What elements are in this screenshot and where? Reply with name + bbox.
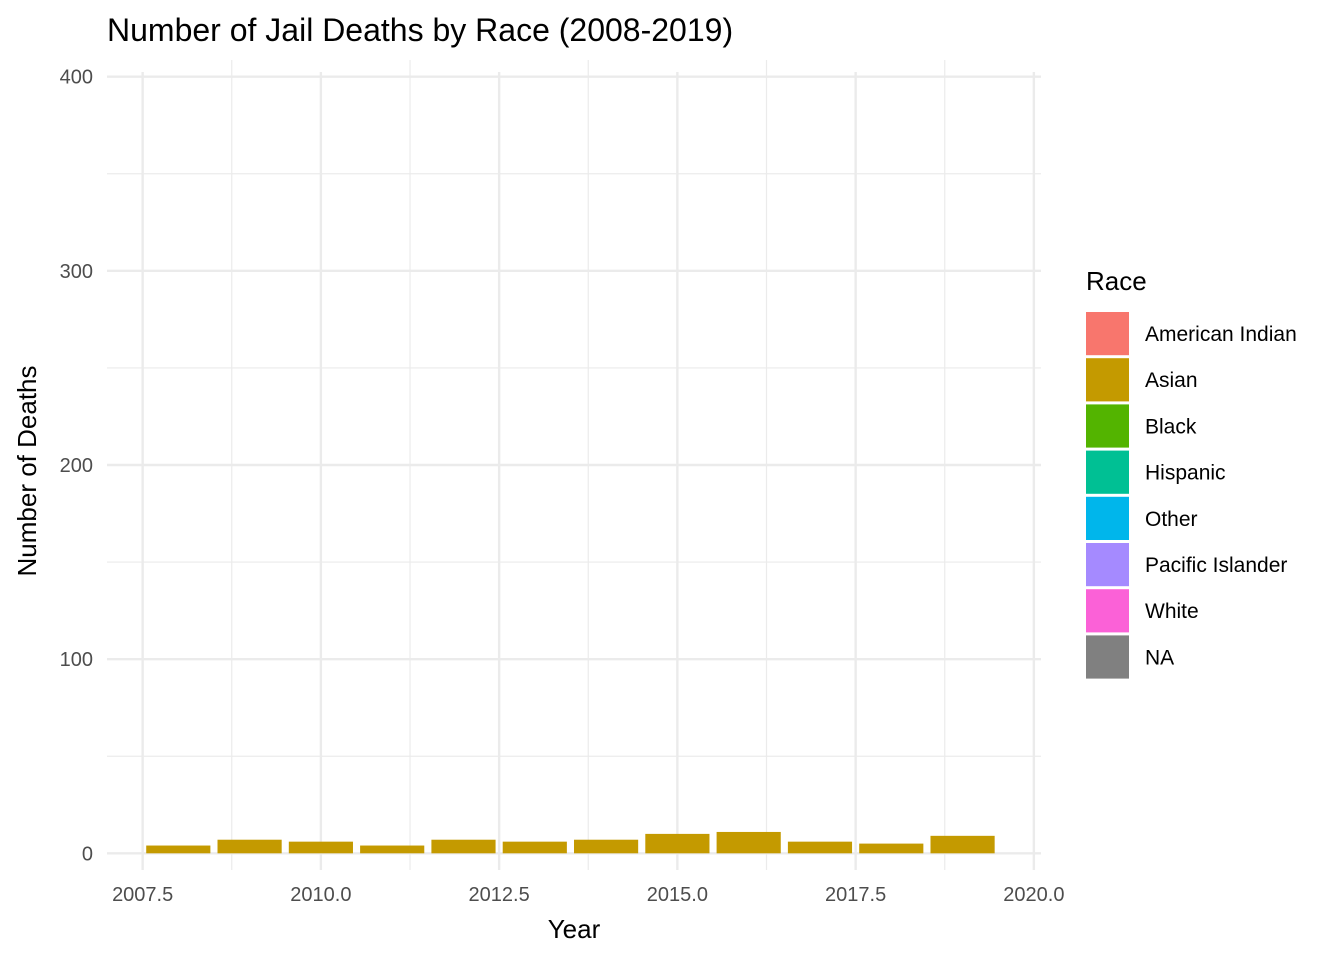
y-tick-label: 100 — [60, 649, 93, 671]
legend-label: Pacific Islander — [1145, 554, 1287, 577]
bar-asian — [146, 845, 211, 854]
legend-key — [1086, 589, 1129, 633]
legend-label: White — [1145, 600, 1199, 623]
legend-label: Hispanic — [1145, 462, 1226, 485]
x-tick-label: 2007.5 — [112, 884, 173, 906]
bar-asian — [930, 835, 995, 854]
bar-asian — [431, 839, 496, 854]
bar-asian — [574, 839, 639, 854]
bar-asian — [859, 843, 924, 854]
legend-label: Other — [1145, 508, 1198, 531]
x-tick-label: 2015.0 — [647, 884, 708, 906]
y-axis-title: Number of Deaths — [12, 366, 42, 577]
legend-key — [1086, 358, 1129, 402]
y-tick-label: 400 — [60, 67, 93, 89]
legend-label: Black — [1145, 415, 1197, 438]
legend-key — [1086, 450, 1129, 494]
legend-title: Race — [1086, 266, 1147, 296]
grid — [107, 60, 1041, 870]
legend-label: Asian — [1145, 369, 1198, 392]
bar-asian — [787, 841, 853, 854]
bar-asian — [360, 845, 425, 854]
x-axis-ticks: 2007.5 2010.0 2012.5 2015.0 2017.5 2020.0 — [112, 884, 1064, 906]
bars — [146, 831, 995, 854]
legend-key — [1086, 496, 1129, 540]
legend-label: NA — [1145, 646, 1174, 669]
x-tick-label: 2017.5 — [825, 884, 886, 906]
bar-asian — [645, 833, 710, 854]
legend-key — [1086, 312, 1129, 356]
chart-title: Number of Jail Deaths by Race (2008-2019… — [107, 12, 733, 48]
y-tick-label: 300 — [60, 261, 93, 283]
x-axis-title: Year — [548, 914, 601, 944]
legend-key — [1086, 635, 1129, 679]
y-tick-label: 0 — [82, 843, 93, 865]
bar-asian — [217, 839, 282, 854]
y-axis-ticks: 0 100 200 300 400 — [60, 67, 93, 866]
legend-key — [1086, 543, 1129, 587]
y-tick-label: 200 — [60, 455, 93, 477]
bar-asian — [502, 841, 567, 854]
legend: Race American Indian Asian Black Hispanic Ot… — [1086, 266, 1297, 679]
x-tick-label: 2012.5 — [469, 884, 530, 906]
bar-asian — [288, 841, 353, 854]
bar-asian — [716, 831, 781, 854]
x-tick-label: 2020.0 — [1003, 884, 1064, 906]
legend-label: American Indian — [1145, 323, 1297, 346]
x-tick-label: 2010.0 — [290, 884, 351, 906]
legend-key — [1086, 404, 1129, 448]
